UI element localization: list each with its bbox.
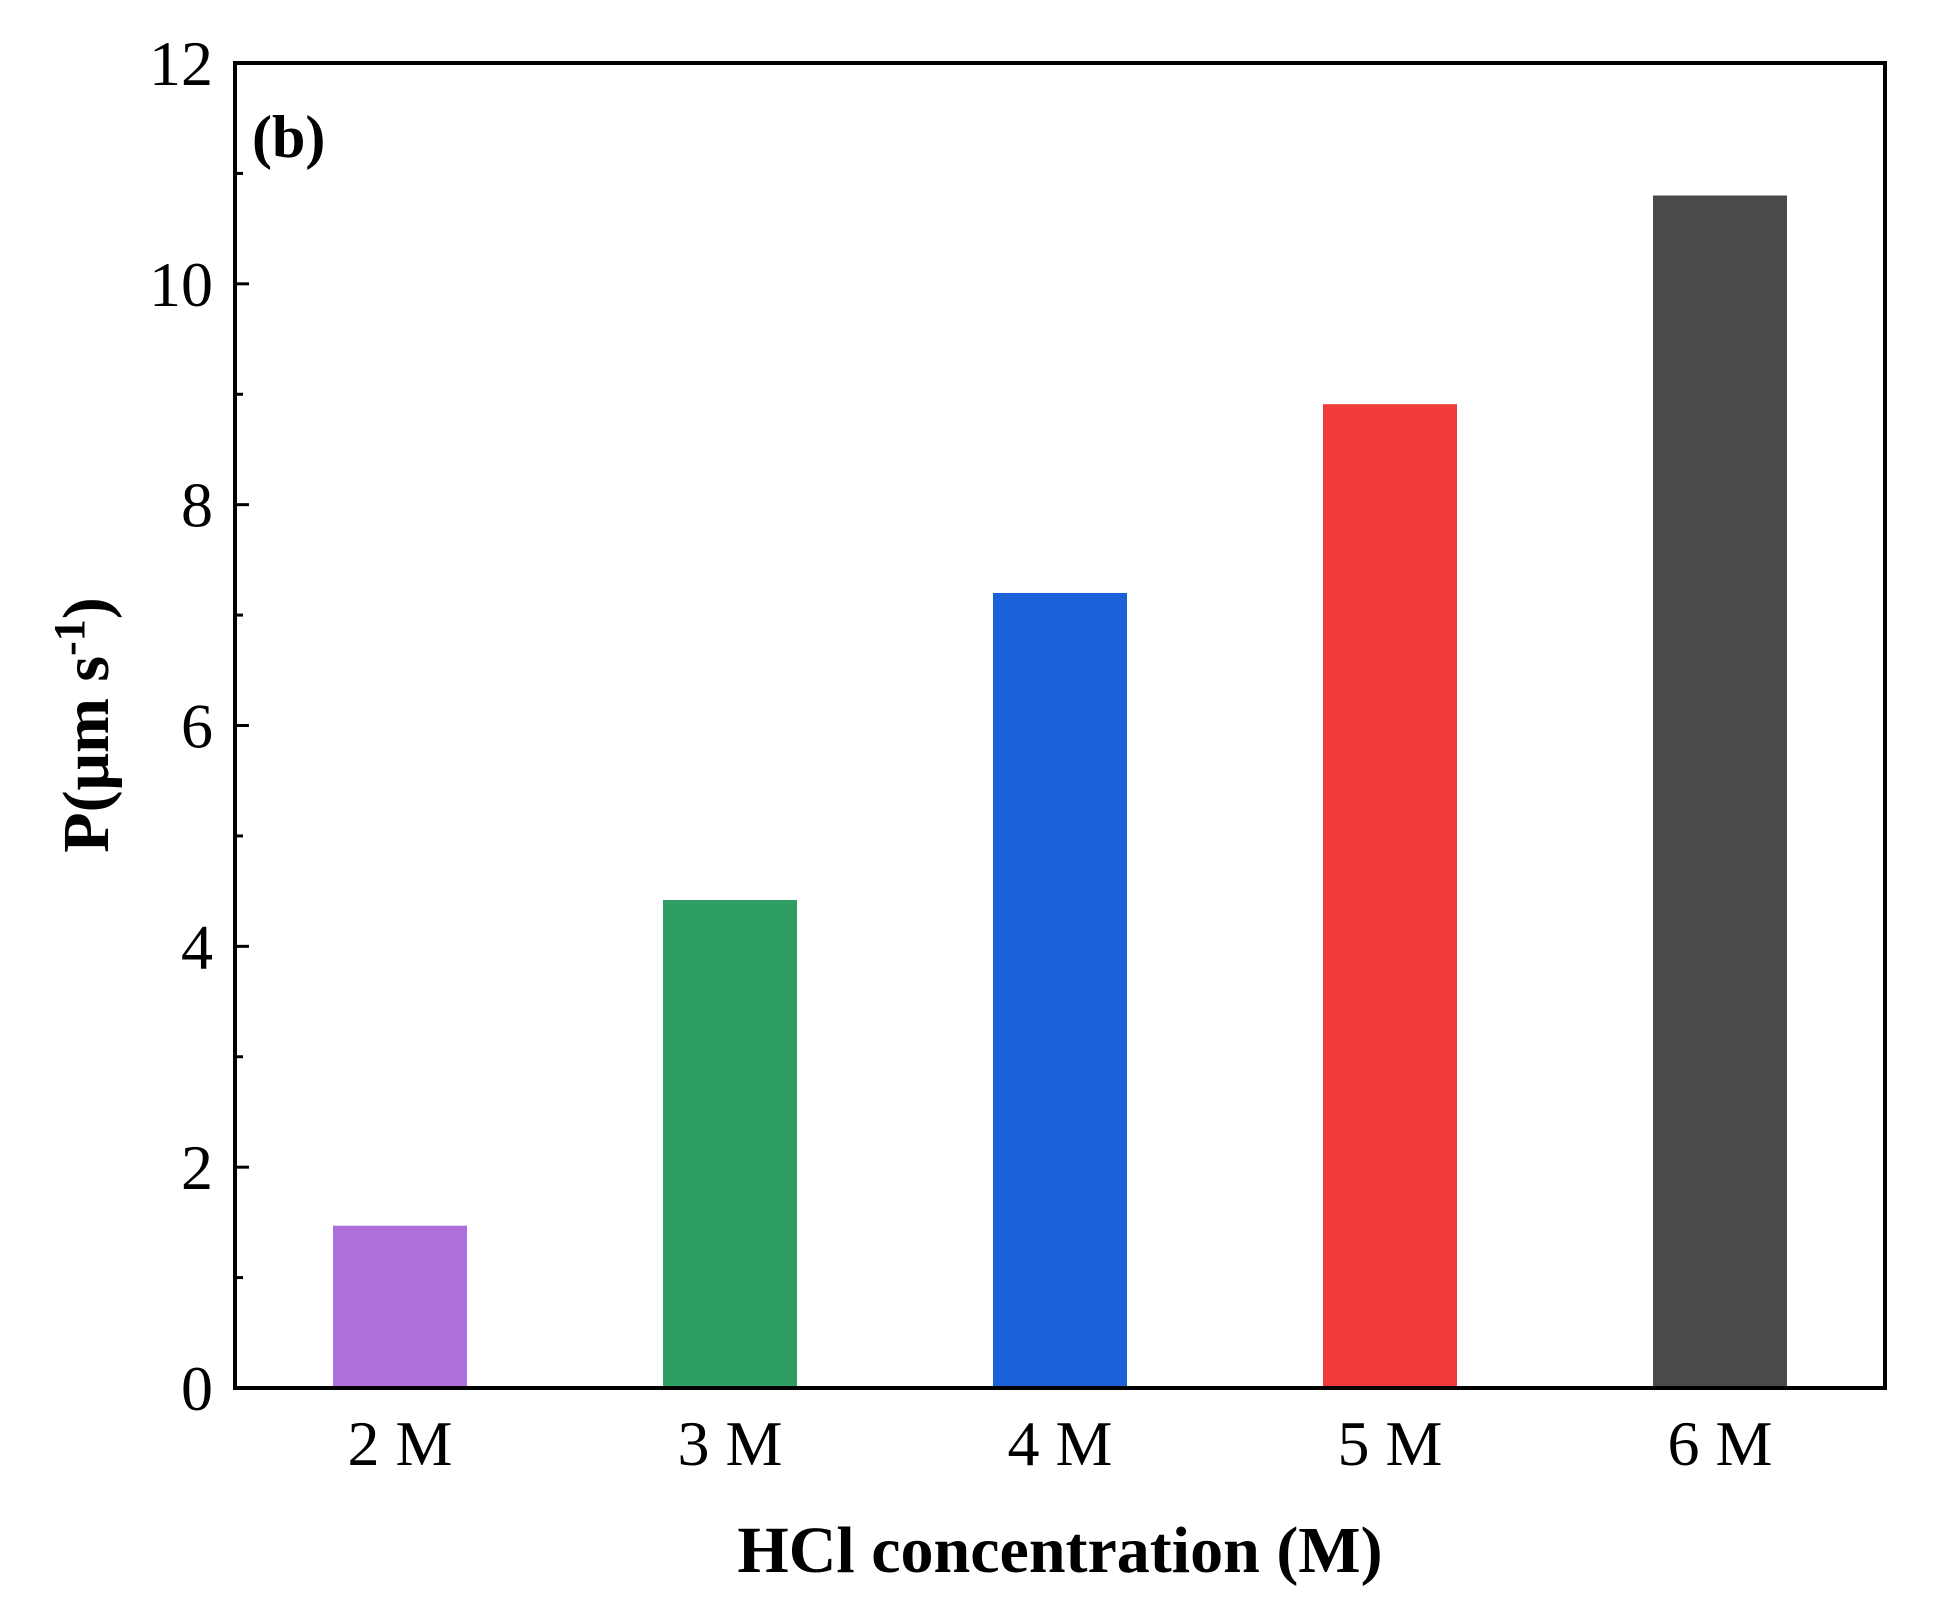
y-tick-label: 2 — [181, 1132, 213, 1203]
bar-4m — [993, 593, 1127, 1388]
x-tick-label: 2 M — [348, 1408, 453, 1479]
y-axis-title-main: P(μm s — [50, 656, 123, 853]
y-axis-title-close: ) — [50, 597, 123, 619]
bars-group — [333, 195, 1787, 1388]
y-tick-label: 4 — [181, 911, 213, 982]
x-tick-label: 3 M — [678, 1408, 783, 1479]
x-axis-tick-labels: 2 M 3 M 4 M 5 M 6 M — [348, 1408, 1773, 1479]
y-axis-title-superscript: -1 — [45, 619, 94, 656]
bar-3m — [663, 900, 797, 1388]
y-tick-label: 0 — [181, 1353, 213, 1424]
y-axis-ticks: 0 2 4 6 8 10 12 — [149, 28, 249, 1424]
y-tick-label: 8 — [181, 470, 213, 541]
plot-frame — [233, 61, 1887, 1390]
x-axis-title: HCl concentration (M) — [737, 1514, 1382, 1587]
x-tick-label: 6 M — [1668, 1408, 1773, 1479]
y-tick-label: 6 — [181, 691, 213, 762]
panel-label: (b) — [252, 104, 325, 170]
x-tick-label: 5 M — [1338, 1408, 1443, 1479]
bar-6m — [1653, 195, 1787, 1388]
x-tick-label: 4 M — [1008, 1408, 1113, 1479]
bar-5m — [1323, 404, 1457, 1388]
bar-2m — [333, 1225, 467, 1388]
y-axis-title: P(μm s-1) — [45, 597, 124, 853]
y-tick-label: 12 — [149, 28, 213, 99]
y-tick-label: 10 — [149, 249, 213, 320]
